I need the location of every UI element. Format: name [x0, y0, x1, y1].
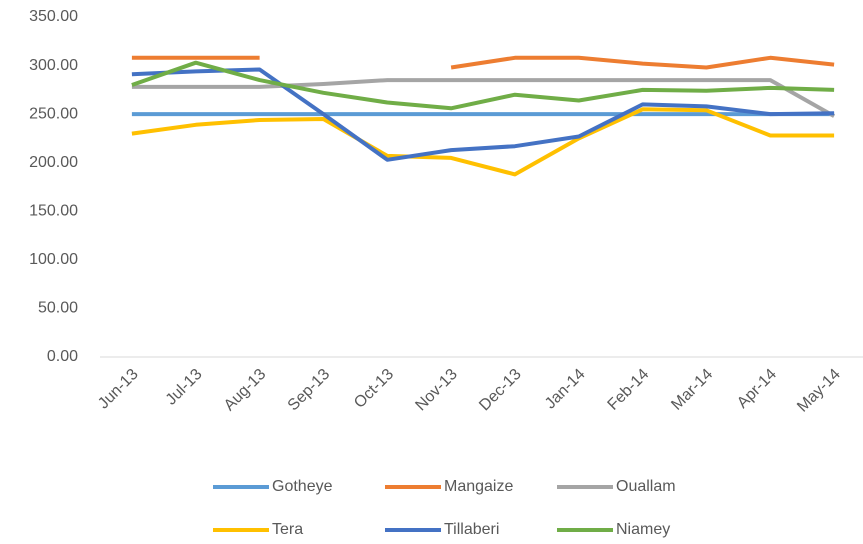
x-tick-label: Sep-13 — [285, 366, 334, 415]
y-tick-label: 100.00 — [29, 251, 78, 268]
x-tick-label: Mar-14 — [668, 366, 716, 414]
x-tick-label: Jan-14 — [542, 366, 589, 413]
x-tick-label: May-14 — [794, 366, 844, 416]
y-tick-label: 350.00 — [29, 8, 78, 25]
series-line — [131, 78, 836, 118]
legend-label: Niamey — [616, 521, 670, 538]
series-line — [131, 60, 835, 111]
x-tick-label: Feb-14 — [605, 366, 653, 414]
x-tick-label: Jun-13 — [95, 366, 142, 413]
legend-label: Gotheye — [272, 478, 333, 495]
legend-label: Mangaize — [444, 478, 513, 495]
y-tick-label: 0.00 — [47, 348, 78, 365]
series-line — [131, 107, 835, 177]
x-tick-label: Dec-13 — [476, 366, 525, 415]
x-tick-label: Aug-13 — [221, 366, 270, 415]
y-tick-label: 300.00 — [29, 57, 78, 74]
y-tick-label: 50.00 — [38, 300, 78, 317]
y-tick-label: 200.00 — [29, 154, 78, 171]
x-tick-label: Jul-13 — [163, 366, 206, 409]
legend-label: Tera — [272, 521, 303, 538]
x-tick-label: Apr-14 — [734, 366, 780, 412]
x-tick-label: Oct-13 — [351, 366, 397, 412]
series-line — [131, 67, 835, 162]
y-tick-label: 150.00 — [29, 203, 78, 220]
legend-label: Ouallam — [616, 478, 676, 495]
y-tick-label: 250.00 — [29, 105, 78, 122]
x-tick-label: Nov-13 — [412, 366, 461, 415]
legend-label: Tillaberi — [444, 521, 499, 538]
series-line — [131, 55, 835, 70]
